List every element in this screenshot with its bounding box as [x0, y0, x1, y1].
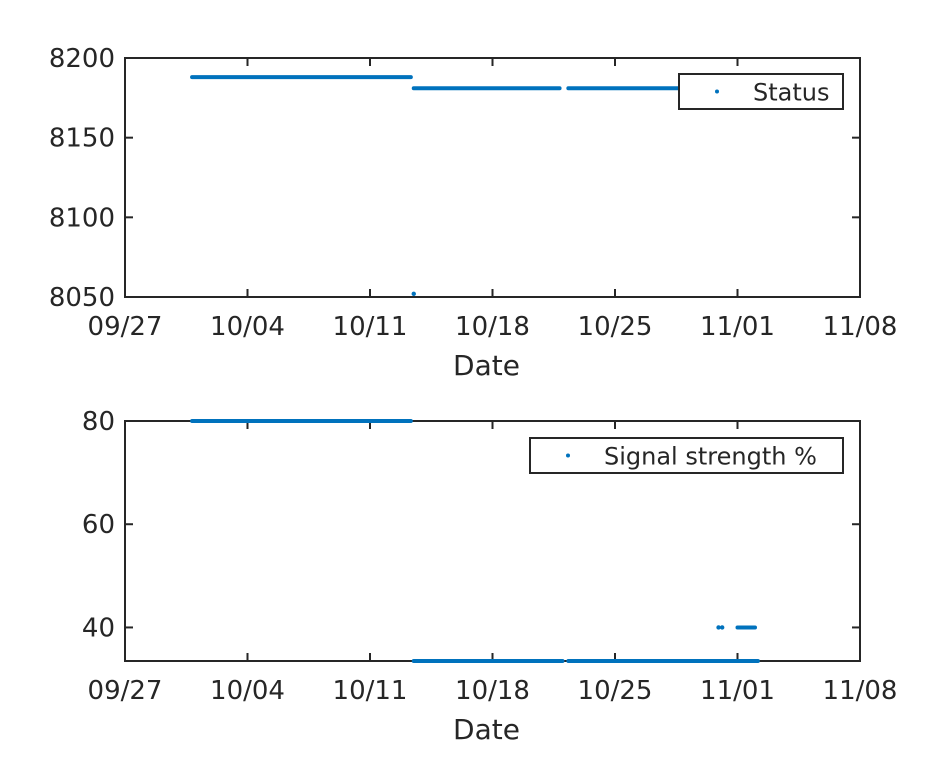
legend-marker — [715, 89, 719, 94]
data-point — [719, 625, 725, 630]
x-tick-label: 10/25 — [578, 676, 653, 706]
legend-label: Status — [753, 79, 829, 107]
y-tick-label: 8150 — [49, 124, 115, 154]
legend-box — [678, 73, 844, 110]
x-tick-label: 11/01 — [700, 676, 775, 706]
y-tick-label: 8100 — [49, 203, 115, 233]
y-tick-label: 60 — [82, 510, 115, 540]
subplot-1: 09/27 10/04 10/11 10/18 10/25 11/01 11/08 8050 8… — [49, 44, 898, 382]
x-tick-label: 10/04 — [210, 312, 285, 342]
x-tick-label: 10/04 — [210, 676, 285, 706]
x-tick-label: 10/18 — [455, 676, 530, 706]
x-axis-label: Date — [453, 713, 520, 746]
x-tick-label: 11/08 — [823, 312, 898, 342]
x-tick-label: 10/25 — [578, 312, 653, 342]
series-markers — [190, 75, 696, 297]
legend: Status — [678, 73, 844, 110]
x-tick-label: 11/01 — [700, 312, 775, 342]
series-markers — [190, 419, 760, 663]
legend-box — [529, 437, 844, 474]
x-tick-label: 10/11 — [333, 312, 408, 342]
x-axis-label: Date — [453, 349, 520, 382]
x-tick-label: 10/11 — [333, 676, 408, 706]
data-point — [411, 291, 416, 297]
y-tick-label: 40 — [82, 613, 115, 643]
x-tick-label: 09/27 — [88, 312, 163, 342]
x-tick-label: 10/18 — [455, 312, 530, 342]
legend-marker — [566, 453, 570, 458]
legend-label: Signal strength % — [604, 443, 817, 471]
x-tick-label: 09/27 — [88, 676, 163, 706]
y-tick-label: 80 — [82, 407, 115, 437]
legend: Signal strength % — [529, 437, 844, 474]
y-tick-label: 8050 — [49, 283, 115, 313]
subplot-2: 09/27 10/04 10/11 10/18 10/25 11/01 11/08 40 60 8… — [82, 407, 898, 746]
y-tick-label: 8200 — [49, 44, 115, 74]
data-point — [716, 625, 721, 630]
x-tick-label: 11/08 — [823, 676, 898, 706]
